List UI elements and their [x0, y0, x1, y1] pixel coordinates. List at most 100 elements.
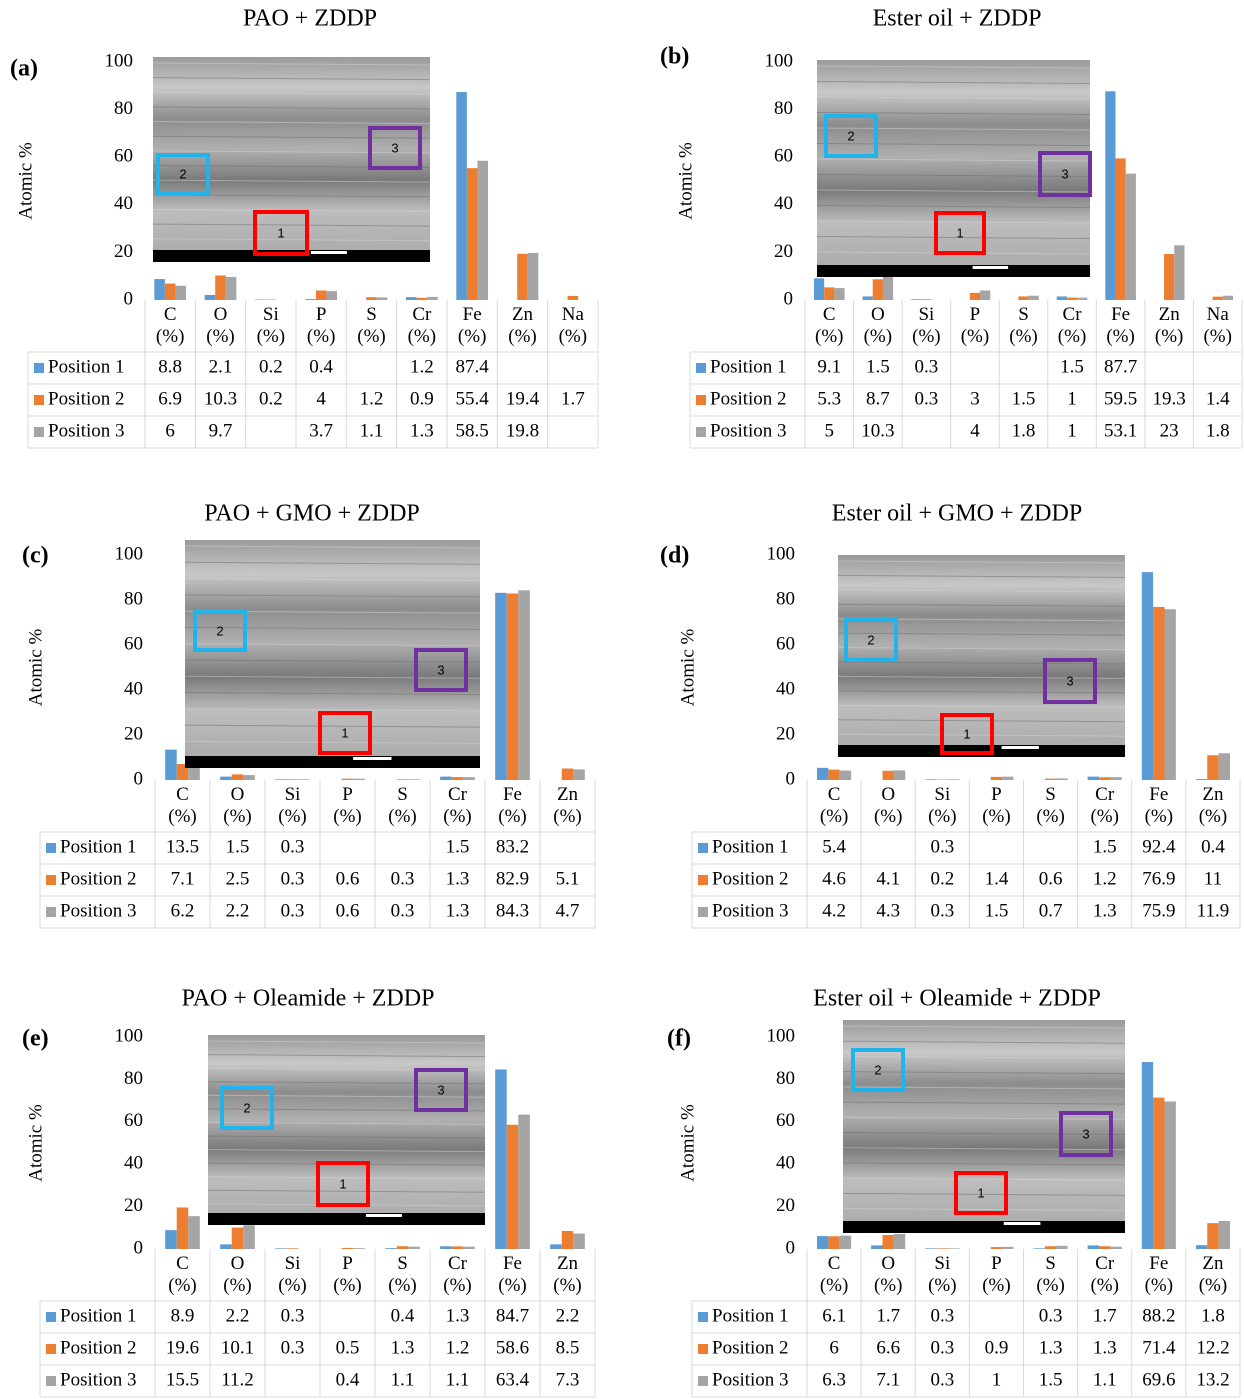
table-value: 0.3: [930, 1305, 954, 1326]
table-value: 1.3: [391, 1337, 415, 1358]
table-value: 0.7: [1039, 900, 1063, 921]
table-value: 4.2: [822, 900, 846, 921]
chart-title: PAO + Oleamide + ZDDP: [182, 986, 435, 1012]
bar: [894, 1234, 905, 1249]
y-tick-label: 60: [776, 1110, 795, 1131]
bar: [456, 92, 467, 300]
bar: [326, 291, 337, 300]
table-value: 82.9: [496, 868, 529, 889]
legend-label: Position 3: [48, 420, 125, 441]
table-value: 2.5: [226, 868, 250, 889]
bar: [316, 290, 327, 300]
bar: [883, 275, 893, 300]
legend-swatch: [46, 1376, 56, 1386]
legend-label: Position 2: [48, 388, 125, 409]
table-value: 6.3: [822, 1369, 846, 1390]
table-value: 1.8: [1201, 1305, 1225, 1326]
region-label: 1: [277, 225, 284, 240]
category-text: Fe (%): [498, 1253, 526, 1297]
category-text: Fe (%): [1106, 304, 1134, 348]
legend-label: Position 1: [60, 1305, 137, 1326]
table-value: 0.6: [336, 900, 360, 921]
legend-swatch: [34, 363, 44, 373]
y-tick-label: 100: [115, 543, 144, 564]
sem-scale-bar: [973, 266, 1008, 269]
table-value: 1.1: [391, 1369, 415, 1390]
table-value: 12.2: [1196, 1337, 1229, 1358]
legend-swatch: [698, 875, 708, 885]
legend-label: Position 3: [60, 900, 137, 921]
table-value: 0.4: [309, 356, 333, 377]
table-value: 8.9: [171, 1305, 195, 1326]
region-label: 1: [977, 1185, 984, 1200]
table-value: 7.3: [556, 1369, 580, 1390]
table-value: 1.7: [1093, 1305, 1117, 1326]
x-tick-label: O (%): [210, 780, 265, 832]
table-value: 1.3: [1093, 900, 1117, 921]
table-value: 63.4: [496, 1369, 530, 1390]
category-text: Si (%): [928, 1253, 956, 1297]
table-value: 0.4: [391, 1305, 415, 1326]
table-value: 10.3: [861, 420, 894, 441]
x-tick-label: O (%): [861, 780, 915, 832]
category-text: Zn (%): [553, 784, 581, 828]
x-tick-label: Si (%): [265, 780, 320, 832]
bar: [495, 593, 507, 780]
category-text: O (%): [223, 1253, 251, 1297]
y-tick-label: 20: [776, 723, 795, 744]
x-tick-label: O (%): [854, 300, 903, 352]
table-value: 6.1: [822, 1305, 846, 1326]
bar: [1164, 1101, 1175, 1249]
table-value: 10.3: [204, 388, 237, 409]
table-value: 0.3: [281, 868, 305, 889]
sem-info-bar: [208, 1213, 485, 1225]
sem-info-bar: [185, 756, 480, 768]
category-text: C (%): [815, 304, 843, 348]
table-value: 75.9: [1142, 900, 1175, 921]
region-label: 3: [1061, 166, 1068, 181]
table-value: 6.9: [158, 388, 182, 409]
sem-info-bar: [817, 265, 1090, 277]
sem-scale-bar: [1002, 746, 1039, 749]
bar: [828, 770, 839, 780]
legend-swatch: [46, 875, 56, 885]
table-value: 0.6: [336, 868, 360, 889]
table-value: 8.5: [556, 1337, 580, 1358]
x-tick-label: Si (%): [265, 1249, 320, 1301]
x-tick-label: Fe (%): [1096, 300, 1145, 352]
panel-label: (f): [667, 1026, 691, 1052]
category-text: P (%): [333, 1253, 361, 1297]
legend-label: Position 1: [712, 1305, 789, 1326]
region-label: 2: [874, 1062, 881, 1077]
legend-swatch: [696, 427, 706, 437]
table-value: 2.2: [226, 1305, 250, 1326]
category-text: C (%): [168, 1253, 196, 1297]
table-value: 53.1: [1104, 420, 1137, 441]
y-tick-label: 0: [784, 288, 794, 309]
table-value: 59.5: [1104, 388, 1137, 409]
y-tick-label: 60: [124, 633, 143, 654]
bar: [824, 287, 834, 300]
table-value: 0.3: [930, 836, 954, 857]
bar: [883, 771, 894, 780]
category-text: C (%): [820, 784, 848, 828]
sem-scale-bar: [353, 757, 391, 760]
table-value: 1.4: [1206, 388, 1230, 409]
category-text: P (%): [333, 784, 361, 828]
y-tick-label: 80: [776, 588, 795, 609]
bar: [1105, 91, 1115, 300]
table-value: 5.4: [822, 836, 846, 857]
y-tick-label: 60: [776, 633, 795, 654]
table-value: 1.5: [1093, 836, 1117, 857]
y-tick-label: 60: [124, 1110, 143, 1131]
x-tick-label: C (%): [155, 1249, 210, 1301]
table-value: 5: [825, 420, 835, 441]
legend-swatch: [696, 363, 706, 373]
table-value: 1.7: [561, 388, 585, 409]
y-tick-label: 100: [767, 543, 796, 564]
category-text: Si (%): [278, 1253, 306, 1297]
x-tick-label: S (%): [999, 300, 1048, 352]
legend-swatch: [698, 843, 708, 853]
table-value: 8.7: [866, 388, 890, 409]
table-value: 1.5: [226, 836, 250, 857]
